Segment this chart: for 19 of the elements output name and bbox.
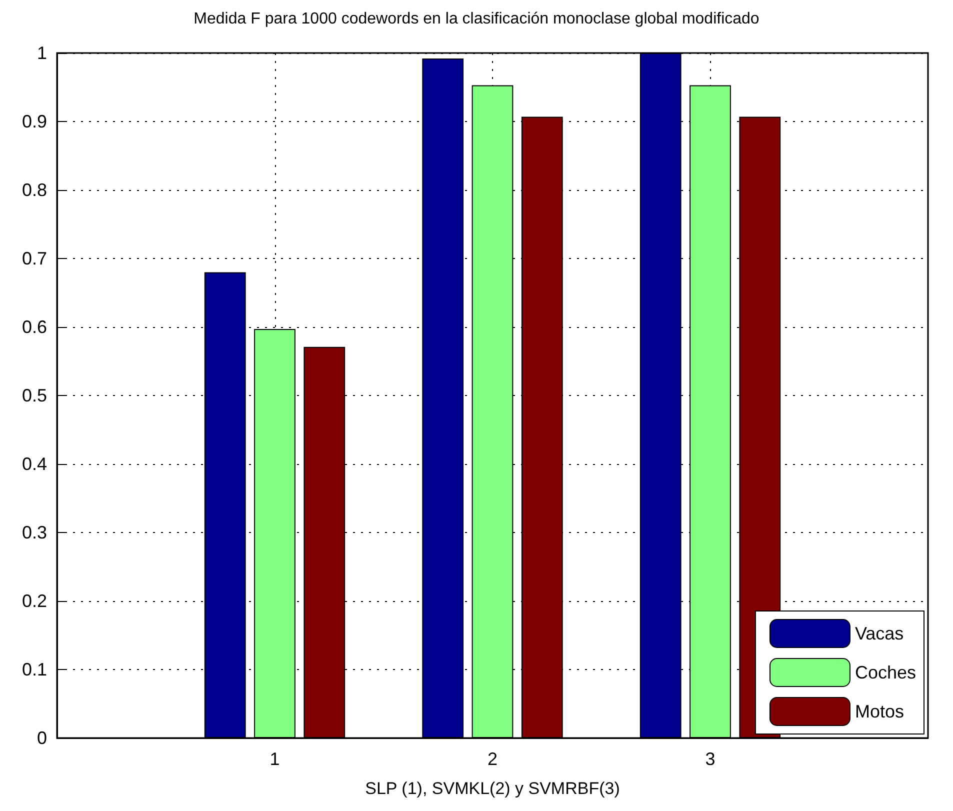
y-tick-label: 0.5 — [22, 386, 47, 406]
y-tick-label: 0 — [36, 728, 47, 748]
legend-label: Coches — [854, 662, 916, 682]
y-tick-label: 0.4 — [22, 454, 47, 474]
x-tick-label: 1 — [270, 749, 280, 769]
y-tick-label: 0.9 — [22, 112, 47, 132]
x-tick-label: 3 — [705, 749, 716, 769]
y-tick-label: 0.2 — [22, 591, 47, 611]
y-tick-label: 0.8 — [22, 180, 47, 200]
chart-title: Medida F para 1000 codewords en la clasificación monoclase global modificado — [194, 10, 760, 28]
legend-label: Motos — [854, 702, 904, 722]
y-tick-label: 0.3 — [22, 522, 47, 542]
x-tick-label: 2 — [487, 749, 498, 769]
y-tick-label: 0.7 — [22, 248, 47, 268]
legend-label: Vacas — [854, 624, 904, 644]
y-tick-label: 0.1 — [22, 660, 47, 680]
y-tick-label: 1 — [36, 43, 47, 63]
x-axis-title: SLP (1), SVMKL(2) y SVMRBF(3) — [365, 779, 620, 798]
y-tick-label: 0.6 — [22, 317, 47, 337]
